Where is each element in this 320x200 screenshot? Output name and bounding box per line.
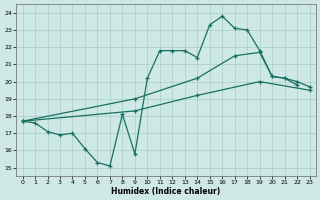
X-axis label: Humidex (Indice chaleur): Humidex (Indice chaleur)	[111, 187, 221, 196]
